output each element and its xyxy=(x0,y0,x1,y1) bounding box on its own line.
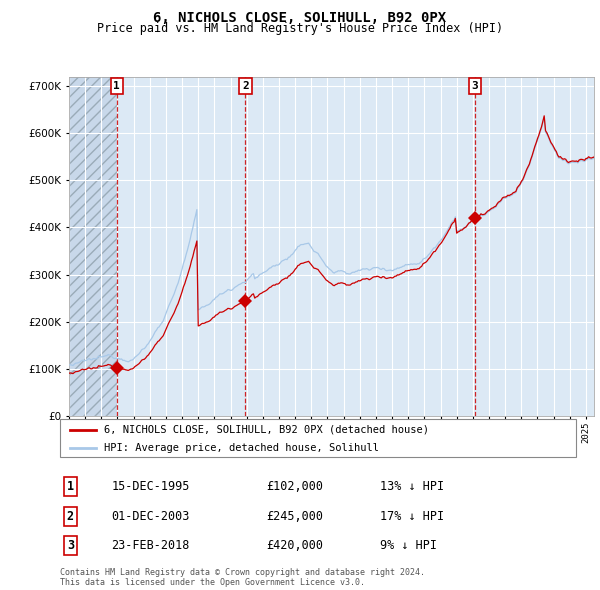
Bar xyxy=(69,77,117,416)
Text: £102,000: £102,000 xyxy=(266,480,323,493)
Text: 3: 3 xyxy=(67,539,74,552)
Text: 01-DEC-2003: 01-DEC-2003 xyxy=(112,510,190,523)
Text: 3: 3 xyxy=(472,81,478,91)
Text: HPI: Average price, detached house, Solihull: HPI: Average price, detached house, Soli… xyxy=(104,442,379,453)
Text: 6, NICHOLS CLOSE, SOLIHULL, B92 0PX: 6, NICHOLS CLOSE, SOLIHULL, B92 0PX xyxy=(154,11,446,25)
Text: 1: 1 xyxy=(67,480,74,493)
Text: 17% ↓ HPI: 17% ↓ HPI xyxy=(380,510,444,523)
Text: 9% ↓ HPI: 9% ↓ HPI xyxy=(380,539,437,552)
Text: 2: 2 xyxy=(242,81,249,91)
Text: 23-FEB-2018: 23-FEB-2018 xyxy=(112,539,190,552)
Text: 13% ↓ HPI: 13% ↓ HPI xyxy=(380,480,444,493)
Text: 2: 2 xyxy=(67,510,74,523)
Text: 15-DEC-1995: 15-DEC-1995 xyxy=(112,480,190,493)
Text: 6, NICHOLS CLOSE, SOLIHULL, B92 0PX (detached house): 6, NICHOLS CLOSE, SOLIHULL, B92 0PX (det… xyxy=(104,425,429,435)
Text: Contains HM Land Registry data © Crown copyright and database right 2024.
This d: Contains HM Land Registry data © Crown c… xyxy=(60,568,425,587)
Text: £420,000: £420,000 xyxy=(266,539,323,552)
Text: Price paid vs. HM Land Registry's House Price Index (HPI): Price paid vs. HM Land Registry's House … xyxy=(97,22,503,35)
Text: £245,000: £245,000 xyxy=(266,510,323,523)
Text: 1: 1 xyxy=(113,81,120,91)
